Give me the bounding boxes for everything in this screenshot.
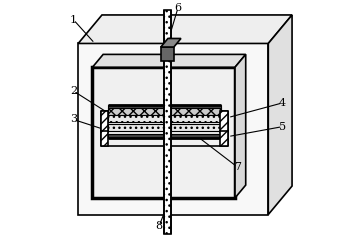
Text: 5: 5: [279, 122, 286, 132]
Polygon shape: [235, 54, 246, 198]
Bar: [171, 134, 221, 138]
Bar: [108, 104, 164, 109]
Bar: [171, 108, 221, 115]
Text: 4: 4: [279, 98, 286, 108]
Bar: [220, 131, 228, 146]
Polygon shape: [93, 54, 246, 67]
Bar: [171, 124, 221, 131]
Bar: [161, 47, 174, 61]
Bar: [220, 111, 228, 132]
Polygon shape: [268, 15, 292, 215]
Bar: [171, 115, 221, 122]
Bar: [93, 67, 235, 198]
Polygon shape: [78, 15, 292, 43]
Bar: [108, 134, 164, 138]
Text: 3: 3: [70, 114, 77, 125]
Text: 1: 1: [70, 15, 77, 25]
Bar: [78, 43, 268, 215]
Bar: [101, 131, 108, 146]
Text: 6: 6: [174, 3, 182, 13]
Bar: [108, 115, 164, 122]
Bar: [164, 10, 171, 234]
Bar: [108, 124, 164, 131]
Text: 7: 7: [234, 162, 241, 172]
Bar: [171, 104, 221, 109]
Text: 8: 8: [156, 221, 163, 231]
Polygon shape: [161, 38, 181, 47]
Bar: [101, 111, 108, 132]
Bar: [108, 108, 164, 115]
Text: 2: 2: [70, 86, 77, 96]
